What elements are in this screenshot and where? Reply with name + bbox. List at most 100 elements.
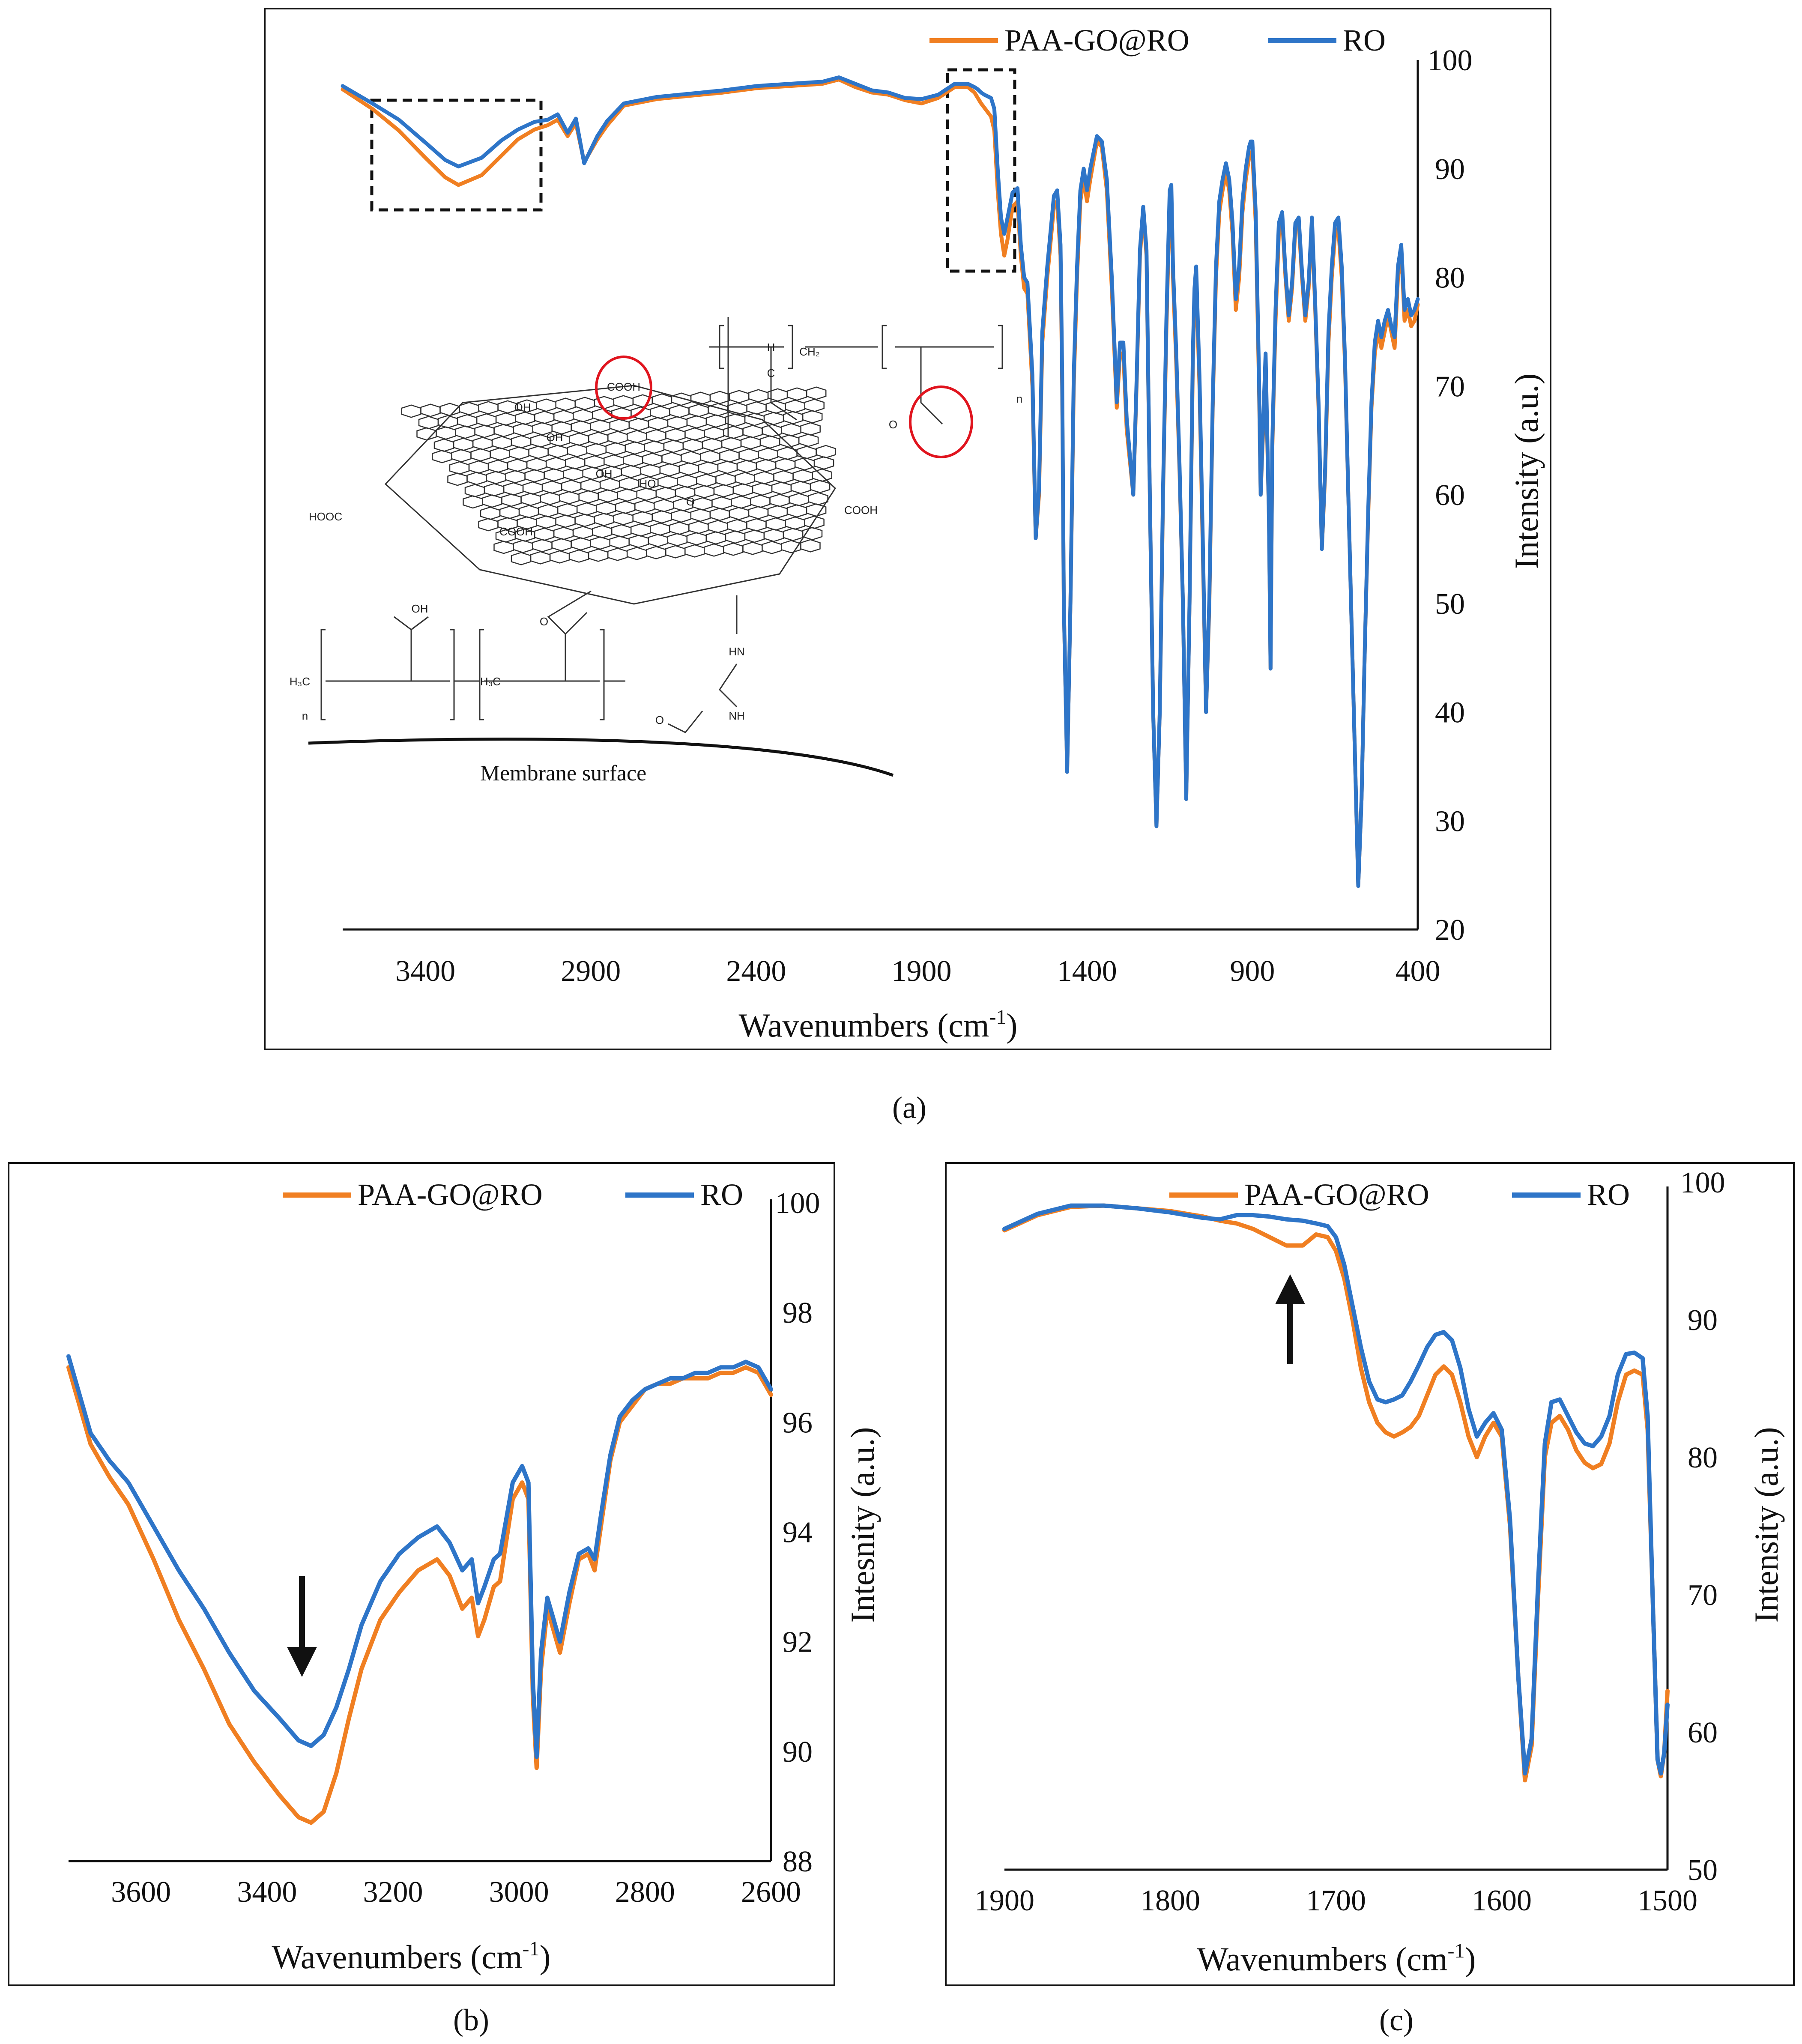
y-tick-label: 20: [1435, 914, 1465, 947]
x-tick-label: 900: [1230, 955, 1275, 988]
panel-b-x-ticks: 3600 3400 3200 3000 2800 2600: [111, 1876, 801, 1909]
y-tick-label: 100: [775, 1187, 820, 1220]
y-tick-label: 60: [1435, 479, 1465, 512]
y-tick-label: 90: [1435, 153, 1465, 186]
panel-b-y-ticks: 100 98 96 94 92 90 88: [775, 1187, 820, 1878]
chem-group-label: H: [767, 341, 775, 354]
series-line-ro: [1002, 1203, 1670, 1776]
chem-group-label: OH: [412, 602, 428, 615]
legend-label-paa-go-ro: PAA-GO@RO: [1244, 1177, 1429, 1212]
chem-group-label: H₃C: [290, 675, 310, 688]
x-tick-label: 3600: [111, 1876, 171, 1909]
x-tick-label: 1900: [974, 1884, 1034, 1917]
carbonyl-highlight-circle: [909, 385, 973, 458]
chem-group-label: n: [1016, 392, 1022, 405]
graphene-oxide-sheet-icon: [384, 385, 836, 605]
legend-label-paa-go-ro: PAA-GO@RO: [358, 1177, 543, 1212]
y-tick-label: 80: [1688, 1441, 1718, 1474]
y-tick-label: 50: [1688, 1854, 1718, 1887]
x-tick-label: 3000: [489, 1876, 549, 1909]
legend-label-ro: RO: [1587, 1177, 1630, 1212]
panel-c-x-label: Wavenumbers (cm-1): [1197, 1939, 1476, 1978]
x-tick-label: 1400: [1057, 955, 1117, 988]
panel-c-caption: (c): [1379, 2003, 1414, 2037]
x-tick-label: 1900: [892, 955, 952, 988]
y-tick-label: 98: [783, 1297, 813, 1330]
chem-group-label: O: [540, 615, 548, 628]
chem-group-label: OH: [547, 431, 563, 444]
y-tick-label: 70: [1435, 370, 1465, 403]
membrane-surface-line: [308, 738, 894, 777]
x-tick-label: 400: [1396, 955, 1440, 988]
y-tick-label: 60: [1688, 1716, 1718, 1749]
panel-b-frame: [8, 1162, 835, 1986]
y-tick-label: 50: [1435, 588, 1465, 621]
x-tick-label: 1700: [1306, 1884, 1366, 1917]
series-line-ro: [341, 75, 1420, 888]
panel-a-y-ticks: 100 90 80 70 60 50 40 30 20: [1428, 44, 1473, 947]
x-tick-label: 1500: [1638, 1884, 1697, 1917]
panel-b-x-label: Wavenumbers (cm-1): [272, 1937, 551, 1975]
chem-group-label: OH: [514, 401, 531, 414]
x-tick-label: 1600: [1472, 1884, 1532, 1917]
highlight-box-carbonyl-region: [946, 68, 1016, 273]
panel-c-series: [1002, 1203, 1670, 1783]
panel-a-legend: PAA-GO@RO RO: [929, 23, 1386, 57]
chem-group-label: O: [655, 714, 664, 726]
chem-group-label: COOH: [607, 380, 640, 393]
series-line-paa-go-ro: [66, 1365, 773, 1825]
highlight-box-oh-region: [370, 99, 543, 212]
panel-b-chart: 3600 3400 3200 3000 2800 2600 100 98 96 94 92 90 88…: [8, 1162, 881, 1986]
y-tick-label: 96: [783, 1406, 813, 1439]
panel-b-legend: PAA-GO@RO RO: [283, 1177, 743, 1212]
down-arrow-icon: [287, 1576, 317, 1677]
x-tick-label: 3400: [395, 955, 455, 988]
chem-group-label: HO: [640, 477, 656, 490]
y-tick-label: 100: [1428, 44, 1473, 77]
carboxyl-highlight-circle: [595, 356, 652, 420]
panel-a-frame: [264, 8, 1551, 1050]
chem-group-label: COOH: [499, 525, 533, 538]
polymer-chain-top-icon: [709, 317, 1003, 437]
panel-a-x-ticks: 3400 2900 2400 1900 1400 900 400: [395, 955, 1440, 988]
panel-c-frame: [945, 1162, 1795, 1986]
legend-label-ro: RO: [700, 1177, 743, 1212]
chem-group-label: O: [686, 495, 695, 508]
panel-a-chart: 3400 2900 2400 1900 1400 900 400 100 90 80 70 60 50…: [264, 8, 1551, 1050]
series-line-paa-go-ro: [1002, 1203, 1670, 1783]
polymer-chain-bottom-icon: [320, 590, 738, 733]
membrane-surface-label: Membrane surface: [480, 761, 646, 786]
y-tick-label: 70: [1688, 1579, 1718, 1612]
chem-group-label: NH: [729, 709, 745, 722]
legend-label-paa-go-ro: PAA-GO@RO: [1004, 23, 1189, 57]
y-tick-label: 88: [783, 1845, 813, 1878]
y-tick-label: 30: [1435, 805, 1465, 838]
chem-group-label: OH: [596, 467, 613, 480]
y-tick-label: 100: [1680, 1166, 1725, 1199]
legend-label-ro: RO: [1343, 23, 1386, 57]
panel-c-legend: PAA-GO@RO RO: [1169, 1177, 1630, 1212]
x-tick-label: 2800: [615, 1876, 675, 1909]
chem-group-label: HOOC: [309, 510, 342, 523]
x-tick-label: 2600: [741, 1876, 801, 1909]
panel-c-y-ticks: 100 90 80 70 60 50: [1680, 1166, 1725, 1887]
chem-group-label: C: [767, 367, 775, 380]
panel-b-caption: (b): [453, 2003, 489, 2037]
chem-group-label: CH₂: [799, 345, 820, 358]
panel-c-x-ticks: 1900 1800 1700 1600 1500: [974, 1884, 1697, 1917]
y-tick-label: 40: [1435, 696, 1465, 729]
y-tick-label: 80: [1435, 262, 1465, 295]
x-tick-label: 2400: [726, 955, 786, 988]
panel-a-series: [341, 75, 1420, 888]
panel-a-caption: (a): [892, 1091, 926, 1125]
chem-group-label: HN: [729, 645, 745, 658]
panel-b-series: [66, 1354, 773, 1825]
x-tick-label: 2900: [561, 955, 621, 988]
x-tick-label: 1800: [1140, 1884, 1200, 1917]
panel-a-x-label: Wavenumbers (cm-1): [739, 1006, 1018, 1044]
y-tick-label: 90: [783, 1736, 813, 1769]
x-tick-label: 3200: [363, 1876, 423, 1909]
